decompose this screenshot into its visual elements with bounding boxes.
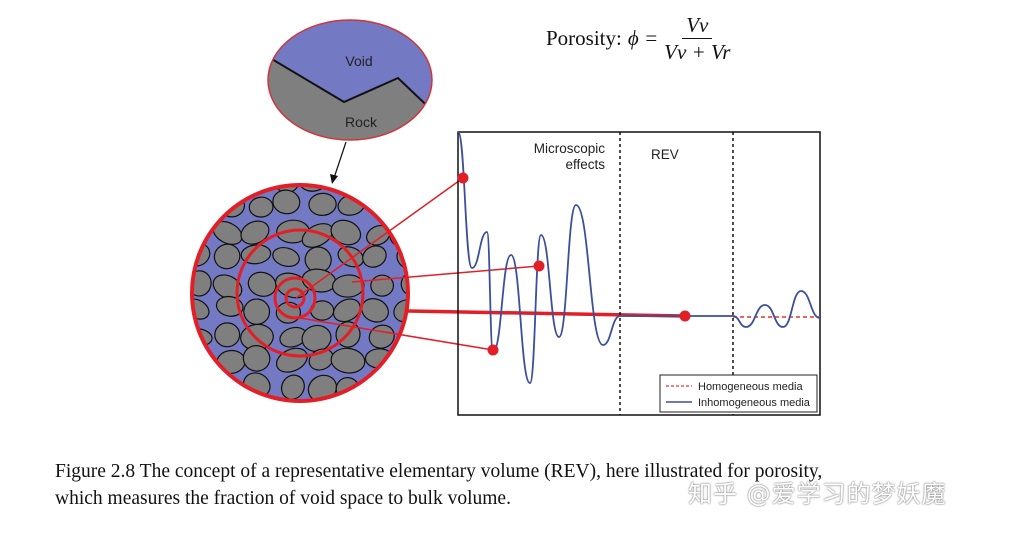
rock-grain xyxy=(192,191,210,219)
rock-grain xyxy=(248,196,274,218)
legend-homogeneous: Homogeneous media xyxy=(698,381,803,393)
void-rock-ellipse: Void Rock xyxy=(267,19,433,141)
effects-label: effects xyxy=(565,157,605,172)
rock-grain xyxy=(212,274,243,300)
rock-grain xyxy=(395,197,408,223)
rock-grain xyxy=(192,377,214,401)
tiny-volume-circle xyxy=(284,287,306,309)
rock-grain xyxy=(330,347,366,374)
rock-grain xyxy=(308,192,337,216)
porous-sample xyxy=(190,183,410,403)
caption-line-1: Figure 2.8 The concept of a representati… xyxy=(55,461,823,482)
plot-frame xyxy=(457,131,821,416)
formula-numerator: Vv xyxy=(682,12,713,39)
rock-label: Rock xyxy=(345,114,378,130)
sample-point-small xyxy=(487,344,499,356)
caption-line-2: which measures the fraction of void spac… xyxy=(55,488,511,509)
rock-grain xyxy=(272,189,301,215)
rock-region xyxy=(268,52,432,140)
rock-grain xyxy=(272,246,300,268)
inhomogeneous-curve xyxy=(457,131,821,384)
medium-volume-circle xyxy=(235,228,365,358)
rock-grain xyxy=(396,373,408,395)
rock-grain xyxy=(214,322,241,348)
rock-grain xyxy=(192,185,212,192)
rock-grain xyxy=(211,185,246,189)
rock-grain xyxy=(330,219,362,246)
void-rock-boundary xyxy=(268,51,432,119)
rock-grain xyxy=(392,348,408,373)
rock-grain xyxy=(361,380,392,401)
formula-symbol: ϕ = xyxy=(627,26,659,50)
sample-boundary xyxy=(190,183,410,403)
watermark: 知乎 @爱学习的梦妖魔 xyxy=(688,480,947,508)
rock-grain xyxy=(242,345,271,372)
formula-label: Porosity: xyxy=(546,26,622,50)
rock-grain xyxy=(298,185,332,192)
rock-grain xyxy=(280,374,305,400)
rock-grain xyxy=(332,298,361,323)
rock-grain xyxy=(240,220,270,245)
rev-label: REV xyxy=(651,147,679,162)
rock-grain xyxy=(213,243,241,270)
rock-grain xyxy=(274,185,300,194)
sample-point-medium xyxy=(533,260,545,272)
figure-caption: Figure 2.8 The concept of a representati… xyxy=(55,458,822,512)
rock-grain xyxy=(362,245,387,268)
void-label: Void xyxy=(345,53,372,69)
rock-grain xyxy=(367,185,393,192)
legend: Homogeneous media Inhomogeneous media xyxy=(659,374,818,413)
porosity-plot: Microscopic effects REV Homogeneous medi… xyxy=(457,131,821,416)
small-volume-circle xyxy=(273,276,317,320)
formula-denominator: Vv + Vr xyxy=(664,40,731,64)
microscopic-label: Microscopic xyxy=(534,141,606,156)
formula-fraction: Vv Vv + Vr xyxy=(664,12,730,65)
sample-point-rev xyxy=(679,310,691,322)
legend-inhomogeneous: Inhomogeneous media xyxy=(698,397,811,409)
porosity-formula: Porosity: ϕ = Vv Vv + Vr xyxy=(546,12,730,65)
rock-grain xyxy=(247,271,277,297)
sample-point-tiny xyxy=(457,172,469,184)
arrow xyxy=(330,141,347,184)
rock-grain xyxy=(393,185,408,191)
